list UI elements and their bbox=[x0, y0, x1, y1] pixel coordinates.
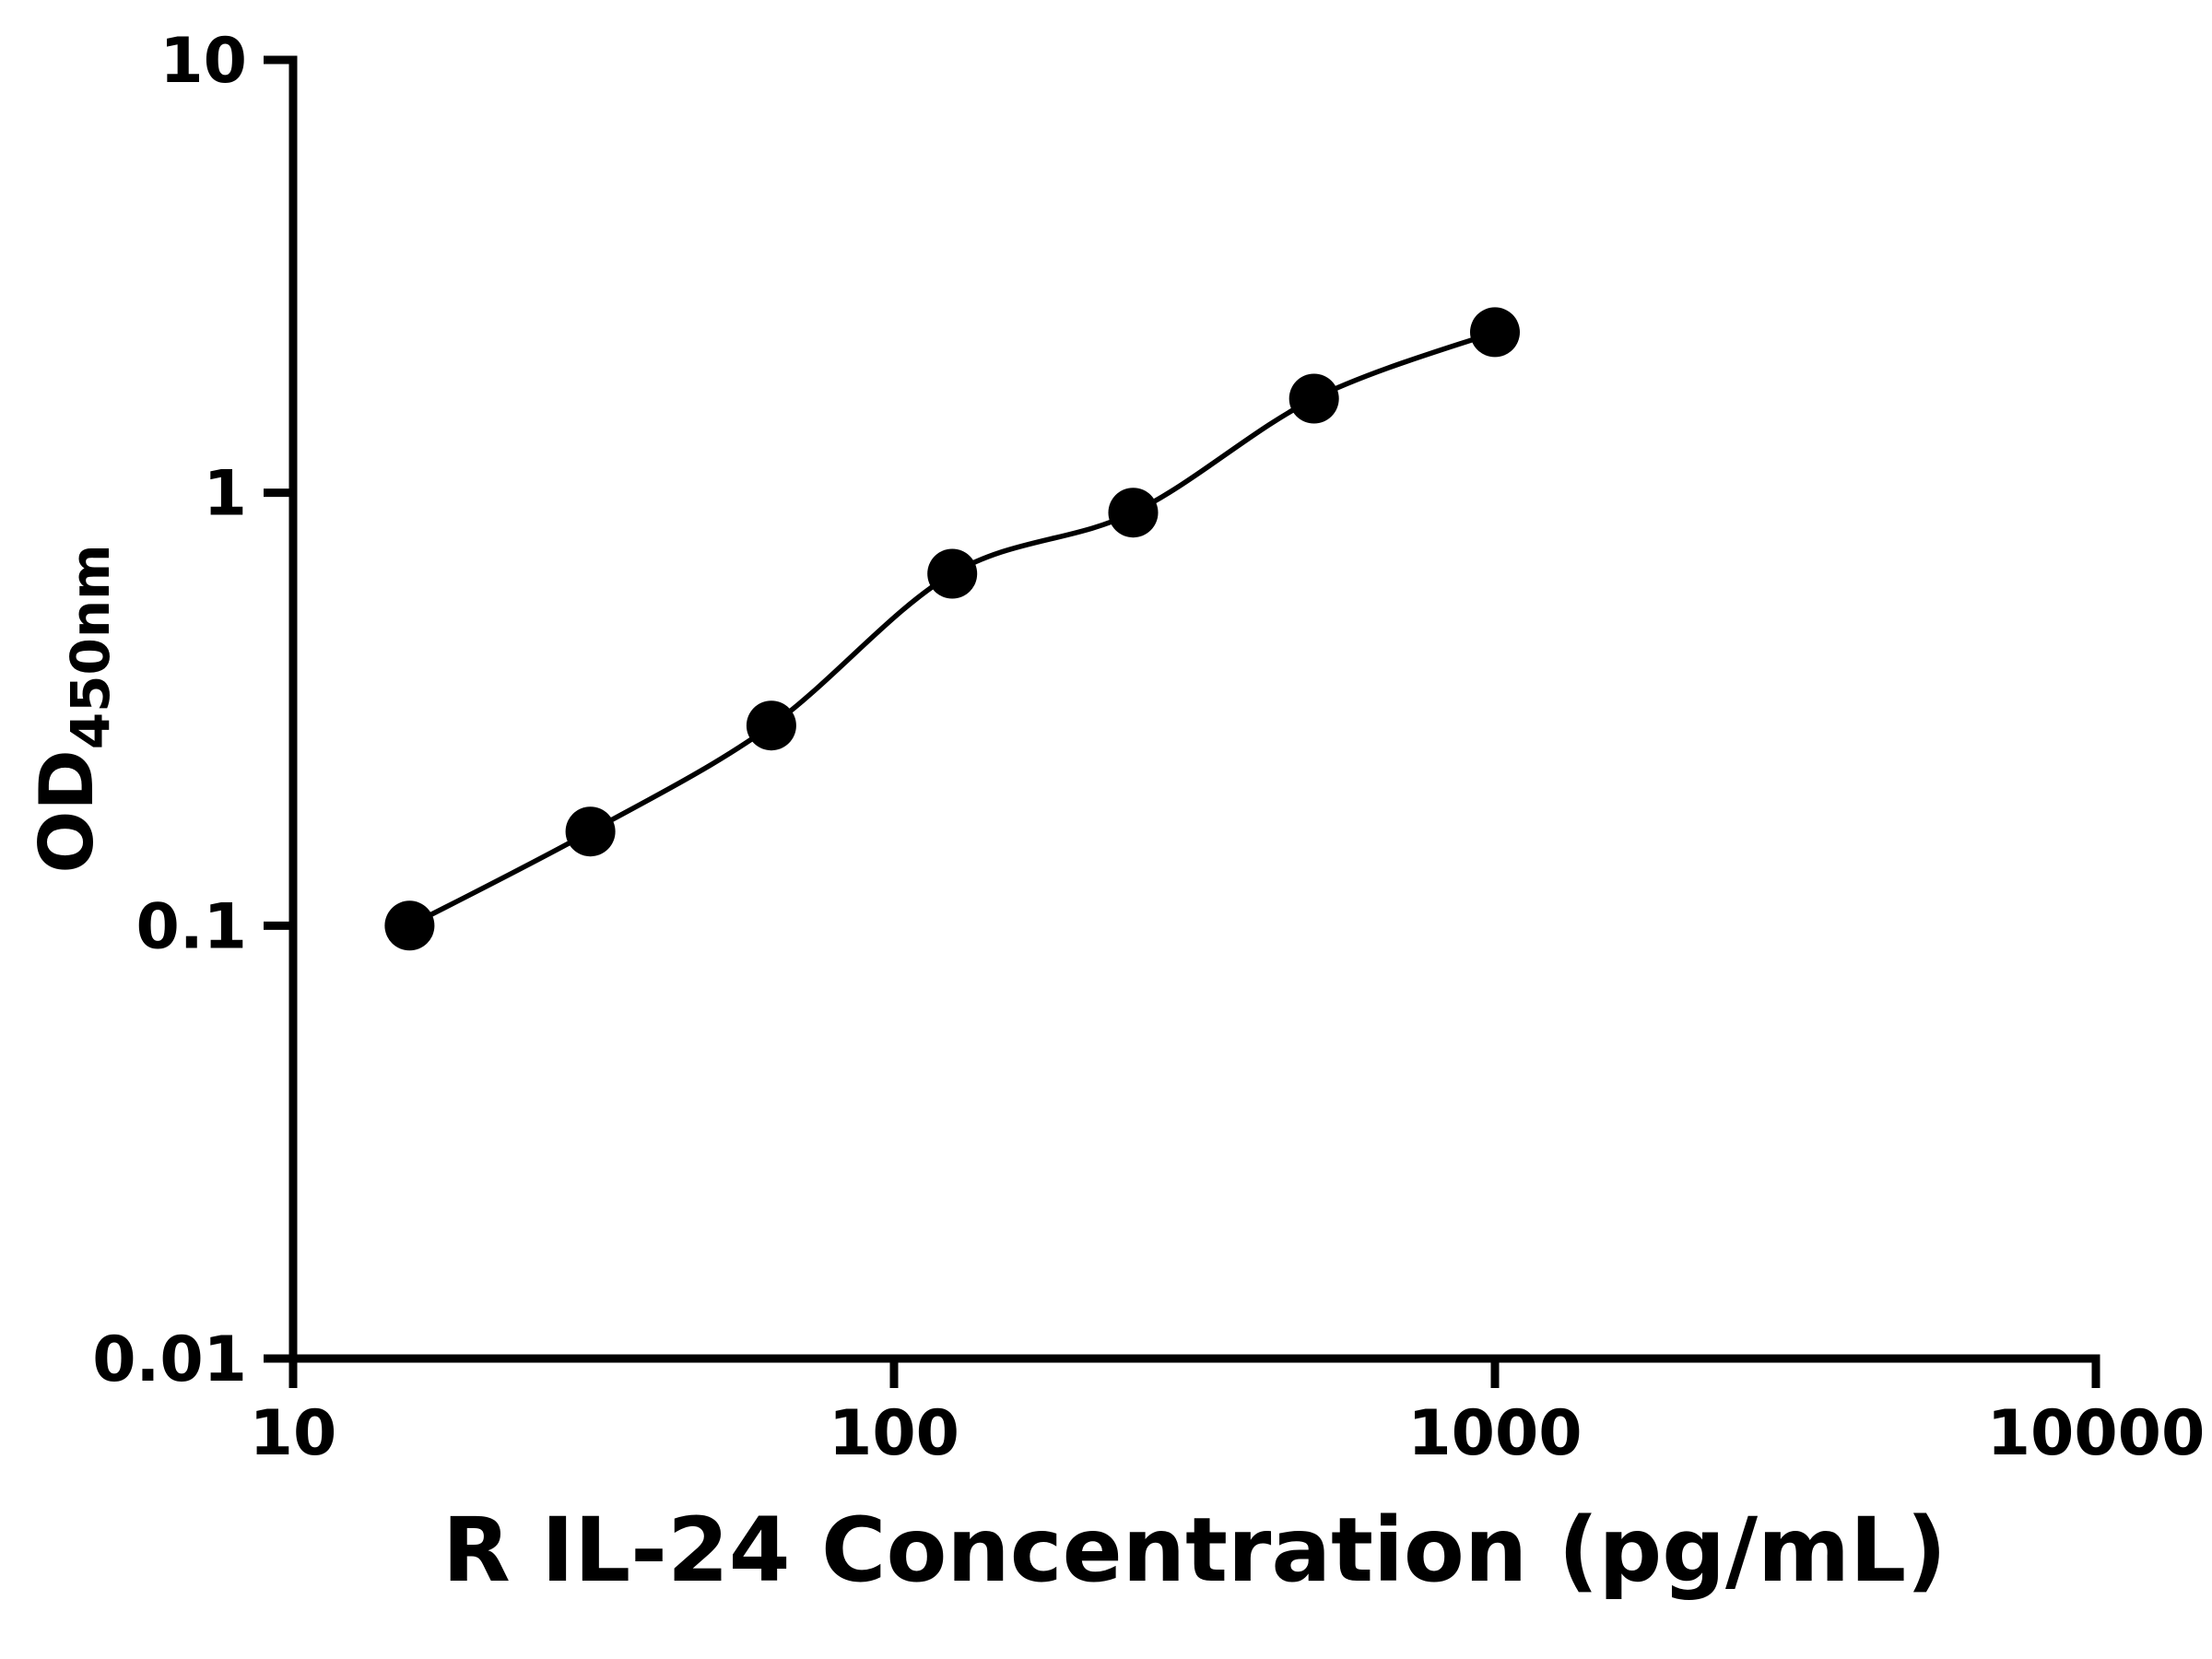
data-point-marker bbox=[1470, 307, 1520, 358]
y-tick-label: 10 bbox=[159, 25, 247, 98]
y-axis-title: OD450nm bbox=[24, 544, 122, 873]
data-point-marker bbox=[1108, 488, 1159, 538]
x-tick-label: 1000 bbox=[1407, 1397, 1582, 1470]
y-axis-title-main: OD bbox=[24, 749, 110, 873]
data-point-marker bbox=[1288, 373, 1339, 424]
data-point-marker bbox=[384, 900, 435, 951]
data-point-marker bbox=[927, 548, 978, 599]
x-axis-title: R IL-24 Concentration (pg/mL) bbox=[442, 1499, 1947, 1602]
data-point-marker bbox=[565, 806, 616, 857]
y-axis-title-subscript: 450nm bbox=[59, 544, 122, 749]
x-tick-label: 10 bbox=[250, 1397, 337, 1470]
x-tick-label: 10000 bbox=[1987, 1397, 2206, 1470]
x-tick-label: 100 bbox=[829, 1397, 959, 1470]
y-tick-label: 0.01 bbox=[92, 1324, 247, 1396]
plot-layer: 10 100 1000 10000 0.01 0.1 1 10 bbox=[92, 25, 2205, 1470]
y-tick-label: 1 bbox=[204, 458, 247, 531]
y-tick-label: 0.1 bbox=[136, 890, 247, 963]
data-point-marker bbox=[746, 700, 796, 751]
